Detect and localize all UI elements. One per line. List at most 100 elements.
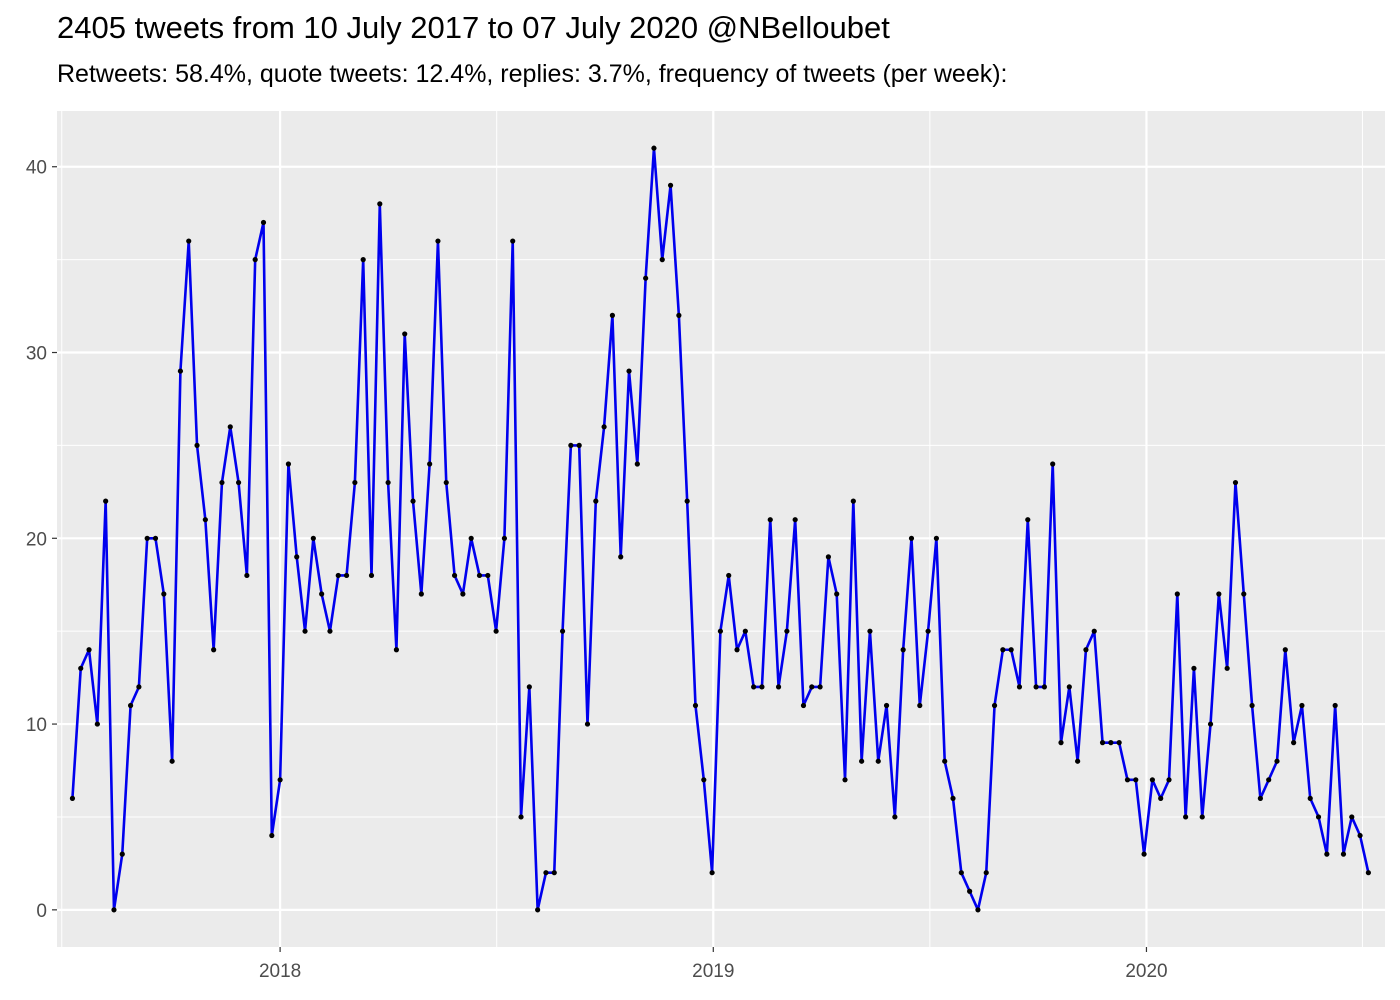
data-point — [850, 498, 856, 504]
data-point — [1291, 740, 1297, 746]
data-point — [767, 517, 773, 523]
minor-gridlines — [57, 111, 1385, 947]
data-point — [435, 238, 441, 244]
data-point — [1033, 684, 1039, 690]
data-point — [942, 758, 948, 764]
data-point — [825, 554, 832, 560]
data-point — [211, 647, 217, 653]
data-point — [451, 572, 458, 579]
data-point — [260, 219, 267, 226]
x-tick-label: 2019 — [692, 961, 734, 982]
data-point — [1158, 795, 1164, 801]
data-point — [975, 907, 981, 913]
data-point — [892, 814, 898, 820]
data-point — [900, 647, 906, 653]
data-point — [144, 535, 150, 541]
data-point — [518, 814, 524, 820]
data-point — [618, 554, 624, 560]
data-point — [1141, 851, 1147, 857]
data-point — [1199, 814, 1205, 820]
data-point — [152, 535, 159, 541]
data-point — [1241, 591, 1247, 597]
data-point — [859, 758, 865, 764]
data-point — [493, 628, 499, 634]
data-point — [335, 572, 341, 579]
data-point — [792, 517, 798, 523]
data-point — [734, 647, 740, 653]
y-tick-label: 40 — [26, 158, 47, 179]
data-point — [1133, 777, 1139, 783]
data-point — [1000, 647, 1006, 653]
chart-title: 2405 tweets from 10 July 2017 to 07 July… — [57, 10, 890, 45]
data-point — [244, 572, 250, 579]
data-point — [393, 647, 400, 653]
data-point — [1058, 740, 1064, 746]
data-point — [701, 777, 707, 783]
data-point — [319, 591, 325, 597]
x-tick-label: 2018 — [259, 961, 301, 982]
data-points — [69, 145, 1371, 913]
data-point — [526, 684, 532, 690]
data-point — [568, 442, 574, 448]
data-point — [277, 777, 283, 783]
data-point — [69, 795, 76, 801]
data-point — [643, 275, 649, 281]
data-point — [709, 870, 715, 876]
data-point — [775, 684, 782, 690]
data-point — [809, 684, 815, 690]
data-point — [1075, 758, 1081, 764]
data-point — [1149, 777, 1155, 783]
data-point — [842, 777, 848, 783]
data-point — [510, 238, 516, 244]
data-point — [86, 647, 92, 653]
data-point — [1008, 647, 1014, 653]
data-point — [692, 702, 699, 709]
data-point — [875, 758, 881, 764]
data-point — [1357, 832, 1363, 839]
data-point — [402, 331, 408, 337]
data-point — [1340, 851, 1347, 857]
plot-panel — [57, 111, 1385, 947]
data-point — [684, 498, 690, 504]
data-point — [601, 424, 607, 430]
data-point — [667, 182, 674, 188]
data-point — [1266, 777, 1272, 783]
data-point — [867, 628, 873, 634]
data-point — [186, 238, 192, 244]
data-point — [535, 907, 541, 913]
data-point — [651, 145, 657, 151]
data-point — [834, 591, 840, 597]
data-point — [377, 201, 383, 207]
data-point — [1349, 814, 1355, 820]
data-point — [800, 702, 807, 709]
data-point — [1191, 665, 1197, 671]
data-point — [327, 628, 333, 634]
data-point — [1257, 795, 1263, 801]
data-point — [584, 721, 591, 727]
data-point — [659, 257, 665, 263]
data-point — [717, 628, 724, 634]
data-point — [1299, 702, 1305, 709]
data-point — [202, 517, 208, 523]
data-point — [127, 702, 134, 709]
data-point — [726, 572, 732, 579]
data-point — [169, 758, 175, 764]
data-point — [817, 684, 823, 690]
y-tick-label: 20 — [26, 529, 47, 550]
data-point — [103, 498, 109, 504]
data-point — [1232, 479, 1239, 486]
data-point — [1183, 814, 1189, 820]
data-point — [751, 684, 757, 690]
data-point — [1315, 814, 1322, 820]
data-point — [1091, 628, 1097, 634]
data-point — [1332, 702, 1338, 709]
data-point — [194, 442, 200, 448]
data-point — [360, 257, 366, 263]
data-point — [410, 498, 416, 504]
data-point — [908, 535, 915, 541]
data-point — [742, 628, 748, 634]
data-point — [460, 591, 466, 597]
data-point — [468, 535, 474, 541]
data-point — [626, 368, 632, 374]
data-point — [1041, 684, 1047, 690]
